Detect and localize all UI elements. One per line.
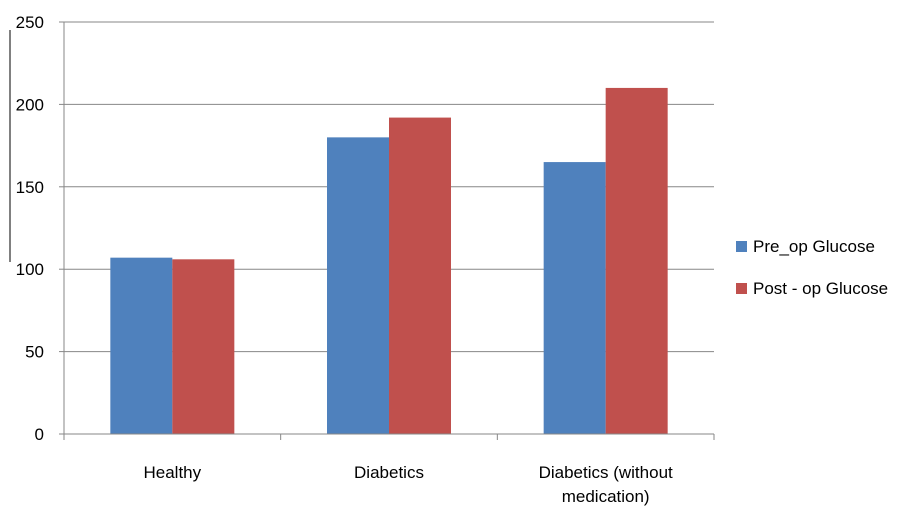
x-category-label: Diabetics (without	[539, 463, 673, 482]
legend-swatch	[736, 283, 747, 294]
bar-post-op-2	[605, 87, 668, 435]
y-tick-label: 200	[16, 95, 44, 114]
x-category-labels: Healthy Diabetics Diabetics (without medica…	[144, 463, 674, 506]
y-tick-labels: 0 50 100 150 200 250	[16, 13, 44, 444]
bars	[110, 87, 668, 435]
bar-pre-op-2	[543, 162, 606, 434]
bar-post-op-0	[172, 259, 235, 434]
legend-swatch	[736, 241, 747, 252]
y-tick-label: 250	[16, 13, 44, 32]
axes	[9, 21, 715, 440]
bar-post-op-1	[389, 117, 451, 435]
y-tick-label: 100	[16, 260, 44, 279]
legend-label: Pre_op Glucose	[753, 237, 875, 256]
y-tick-label: 150	[16, 178, 44, 197]
legend-label: Post - op Glucose	[753, 279, 888, 298]
y-tick-label: 0	[35, 425, 44, 444]
legend: Pre_op Glucose Post - op Glucose	[736, 237, 888, 298]
bar-pre-op-1	[327, 137, 389, 435]
x-category-label: medication)	[562, 487, 650, 506]
x-category-label: Diabetics	[354, 463, 424, 482]
y-tick-label: 50	[25, 343, 44, 362]
x-category-label: Healthy	[144, 463, 202, 482]
bar-pre-op-0	[110, 257, 173, 434]
